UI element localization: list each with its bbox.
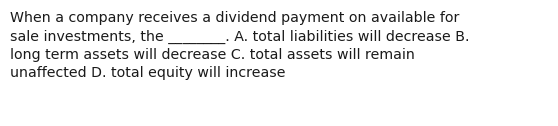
- Text: When a company receives a dividend payment on available for
sale investments, th: When a company receives a dividend payme…: [10, 11, 469, 80]
